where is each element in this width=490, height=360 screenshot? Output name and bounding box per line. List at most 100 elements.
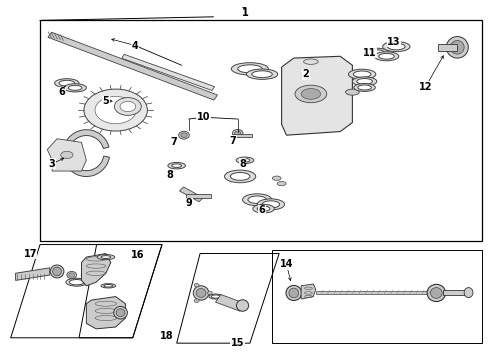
Polygon shape	[48, 32, 218, 100]
Ellipse shape	[262, 201, 280, 208]
Ellipse shape	[295, 85, 327, 103]
Polygon shape	[81, 253, 111, 286]
Ellipse shape	[240, 158, 250, 162]
Polygon shape	[442, 291, 467, 295]
Ellipse shape	[246, 69, 278, 79]
Ellipse shape	[84, 89, 147, 131]
Ellipse shape	[193, 286, 209, 300]
Ellipse shape	[353, 71, 371, 77]
Ellipse shape	[68, 85, 82, 90]
Ellipse shape	[427, 284, 445, 302]
Ellipse shape	[69, 273, 74, 277]
Ellipse shape	[446, 37, 468, 58]
Polygon shape	[179, 187, 203, 202]
Ellipse shape	[232, 130, 243, 137]
Text: 1: 1	[241, 7, 249, 17]
Wedge shape	[63, 130, 109, 176]
Ellipse shape	[301, 89, 320, 99]
Polygon shape	[216, 294, 245, 311]
Ellipse shape	[272, 176, 281, 180]
Text: 11: 11	[363, 48, 376, 58]
Text: 17: 17	[24, 248, 37, 258]
Ellipse shape	[388, 43, 405, 50]
Polygon shape	[301, 284, 316, 299]
Ellipse shape	[55, 79, 79, 87]
Ellipse shape	[365, 48, 389, 57]
Ellipse shape	[243, 194, 272, 206]
Ellipse shape	[116, 309, 125, 317]
Text: 7: 7	[171, 138, 177, 147]
Ellipse shape	[104, 284, 113, 287]
Polygon shape	[316, 291, 433, 294]
Polygon shape	[122, 54, 215, 90]
Ellipse shape	[236, 157, 254, 163]
Ellipse shape	[115, 98, 141, 115]
Ellipse shape	[431, 288, 442, 298]
Ellipse shape	[172, 164, 182, 167]
Ellipse shape	[257, 206, 270, 211]
Ellipse shape	[237, 300, 248, 311]
Ellipse shape	[179, 131, 189, 139]
Text: 8: 8	[166, 170, 173, 180]
Ellipse shape	[207, 291, 212, 295]
Text: 6: 6	[259, 206, 266, 216]
Polygon shape	[282, 56, 352, 135]
Ellipse shape	[196, 288, 206, 297]
Polygon shape	[16, 268, 50, 280]
Text: 15: 15	[231, 338, 245, 348]
Ellipse shape	[379, 53, 394, 59]
Polygon shape	[86, 297, 125, 329]
Ellipse shape	[357, 78, 372, 84]
Ellipse shape	[95, 96, 136, 124]
Ellipse shape	[66, 278, 87, 286]
Text: 13: 13	[387, 37, 401, 47]
Ellipse shape	[224, 170, 256, 183]
Ellipse shape	[253, 204, 274, 213]
Ellipse shape	[277, 181, 286, 186]
Polygon shape	[48, 139, 86, 171]
Ellipse shape	[69, 279, 84, 285]
Ellipse shape	[120, 101, 136, 112]
Text: 4: 4	[132, 41, 139, 50]
Text: 12: 12	[419, 82, 432, 92]
Ellipse shape	[53, 267, 61, 276]
Ellipse shape	[61, 151, 73, 158]
Polygon shape	[186, 194, 211, 198]
Ellipse shape	[358, 85, 371, 90]
Ellipse shape	[235, 131, 241, 136]
Ellipse shape	[101, 284, 116, 288]
Ellipse shape	[286, 285, 302, 301]
Ellipse shape	[211, 295, 220, 298]
Text: 7: 7	[229, 136, 236, 145]
Text: 6: 6	[59, 87, 65, 97]
Ellipse shape	[59, 80, 74, 86]
Ellipse shape	[64, 84, 86, 92]
Polygon shape	[233, 134, 252, 136]
Ellipse shape	[50, 265, 64, 278]
Ellipse shape	[209, 294, 222, 299]
Ellipse shape	[289, 288, 299, 298]
Ellipse shape	[257, 199, 285, 210]
Text: 9: 9	[186, 198, 192, 208]
Text: 3: 3	[49, 159, 55, 169]
Ellipse shape	[304, 59, 318, 64]
Ellipse shape	[181, 133, 187, 138]
Ellipse shape	[383, 41, 410, 51]
Text: 2: 2	[303, 69, 309, 79]
Ellipse shape	[345, 89, 359, 95]
Text: 5: 5	[102, 96, 109, 106]
Text: 8: 8	[239, 159, 246, 169]
Ellipse shape	[374, 52, 399, 61]
Ellipse shape	[231, 63, 269, 75]
Ellipse shape	[97, 255, 115, 260]
Ellipse shape	[352, 77, 377, 86]
Ellipse shape	[354, 84, 375, 91]
Text: 14: 14	[280, 259, 293, 269]
Ellipse shape	[464, 288, 473, 298]
Polygon shape	[438, 44, 457, 50]
Ellipse shape	[67, 271, 76, 279]
Ellipse shape	[248, 196, 267, 203]
Ellipse shape	[194, 283, 199, 287]
Ellipse shape	[252, 71, 272, 78]
Text: 16: 16	[131, 250, 145, 260]
